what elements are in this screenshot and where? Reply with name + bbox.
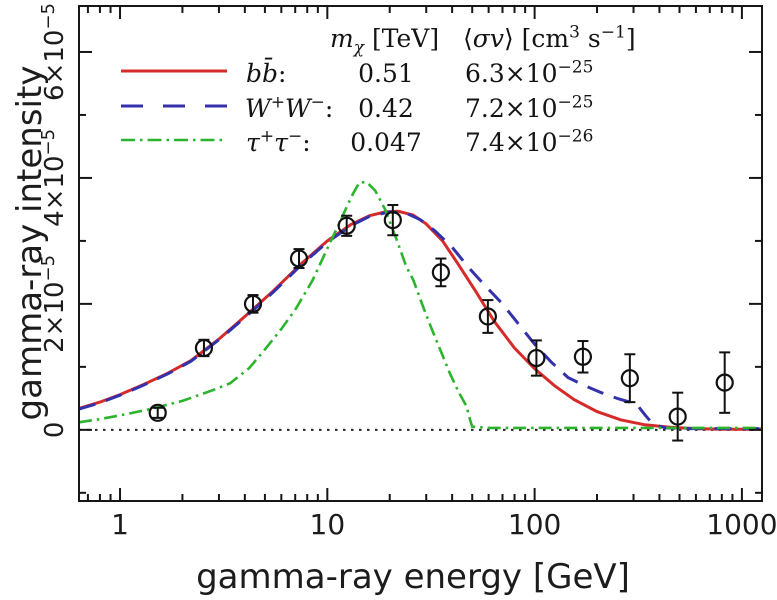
curve-series-2 — [78, 181, 762, 430]
plot-frame — [78, 5, 763, 502]
data-point-marker — [715, 373, 734, 392]
angle-open: ⟨ — [463, 24, 473, 53]
particle-2: b̄ — [262, 59, 279, 88]
colon: : — [302, 128, 311, 157]
seconds-symbol: s — [579, 24, 601, 53]
sigma-exponent: −25 — [557, 57, 594, 78]
legend-mass-tautau: 0.047 — [350, 128, 422, 157]
x-axis-title: gamma-ray energy [GeV] — [196, 557, 630, 597]
data-point-marker — [431, 263, 450, 282]
data-point-marker — [668, 407, 687, 426]
data-point-marker — [573, 347, 593, 366]
particle-2: W — [284, 94, 311, 123]
charge-2: − — [310, 92, 325, 113]
mass-unit: [TeV] — [364, 24, 440, 53]
charge-1: + — [270, 92, 285, 113]
legend-mass-bbbar: 0.51 — [358, 59, 414, 88]
particle-1: b — [246, 59, 263, 88]
legend-header-sigma: ⟨σv⟩ [cm3 s−1] — [463, 22, 636, 53]
data-point-marker — [337, 216, 356, 235]
x-tick-label: 1000 — [706, 508, 777, 541]
y-tick-label: 4×10−5 — [38, 129, 70, 227]
particle-1: W — [245, 94, 271, 123]
data-point-marker — [383, 211, 402, 230]
legend-mass-ww: 0.42 — [358, 94, 414, 123]
legend-channel-tautau: τ+τ−: — [246, 126, 311, 157]
charge-2: − — [287, 126, 303, 147]
charge-1: + — [259, 126, 275, 147]
legend-header-mass: mχ [TeV] — [330, 24, 440, 57]
data-point-marker — [289, 249, 309, 268]
sigma-exponent: −25 — [557, 92, 594, 113]
data-point-marker — [148, 403, 167, 422]
colon: : — [324, 94, 334, 123]
y-tick-exponent: −5 — [38, 3, 59, 30]
colon: : — [278, 59, 287, 88]
mass-subscript: χ — [353, 38, 365, 58]
data-point-marker — [620, 369, 639, 388]
legend: mχ [TeV] ⟨σv⟩ [cm3 s−1] bb̄: 0.51 6.3×10… — [0, 0, 777, 170]
sigma-mantissa: 6.3×10 — [465, 59, 558, 88]
sigma-mantissa: 7.4×10 — [465, 128, 558, 157]
legend-sigma-tautau: 7.4×10−26 — [465, 126, 594, 157]
particle-2: τ — [274, 128, 288, 157]
mass-symbol: m — [330, 24, 354, 53]
legend-sigma-ww: 7.2×10−25 — [465, 92, 594, 123]
particle-1: τ — [246, 128, 260, 157]
sigma-mantissa: 7.2×10 — [465, 94, 558, 123]
legend-channel-ww: W+W−: — [245, 92, 334, 123]
x-tick-label: 1 — [111, 508, 129, 541]
legend-sigma-bbbar: 6.3×10−25 — [465, 57, 594, 88]
legend-channel-bbbar: bb̄: — [246, 61, 286, 86]
x-tick-label: 100 — [508, 508, 561, 541]
y-tick-exponent: −5 — [38, 255, 59, 282]
sigma-v-symbol: σv — [472, 24, 504, 53]
s-exponent: −1 — [600, 22, 626, 43]
data-point-marker — [527, 348, 546, 368]
data-point-marker — [478, 307, 497, 326]
x-tick-label: 10 — [310, 508, 346, 541]
cm-exponent: 3 — [569, 22, 580, 43]
y-tick-label: 0 — [40, 422, 70, 439]
curve-series-1 — [78, 210, 762, 431]
sigma-exponent: −26 — [557, 126, 594, 147]
data-point-marker — [194, 338, 214, 358]
data-point-marker — [243, 294, 263, 313]
y-tick-exponent: −5 — [38, 129, 59, 156]
sigma-unit-open: ⟩ [cm — [503, 24, 570, 53]
bracket-close: ] — [625, 24, 636, 53]
curve-series-0 — [78, 209, 762, 431]
